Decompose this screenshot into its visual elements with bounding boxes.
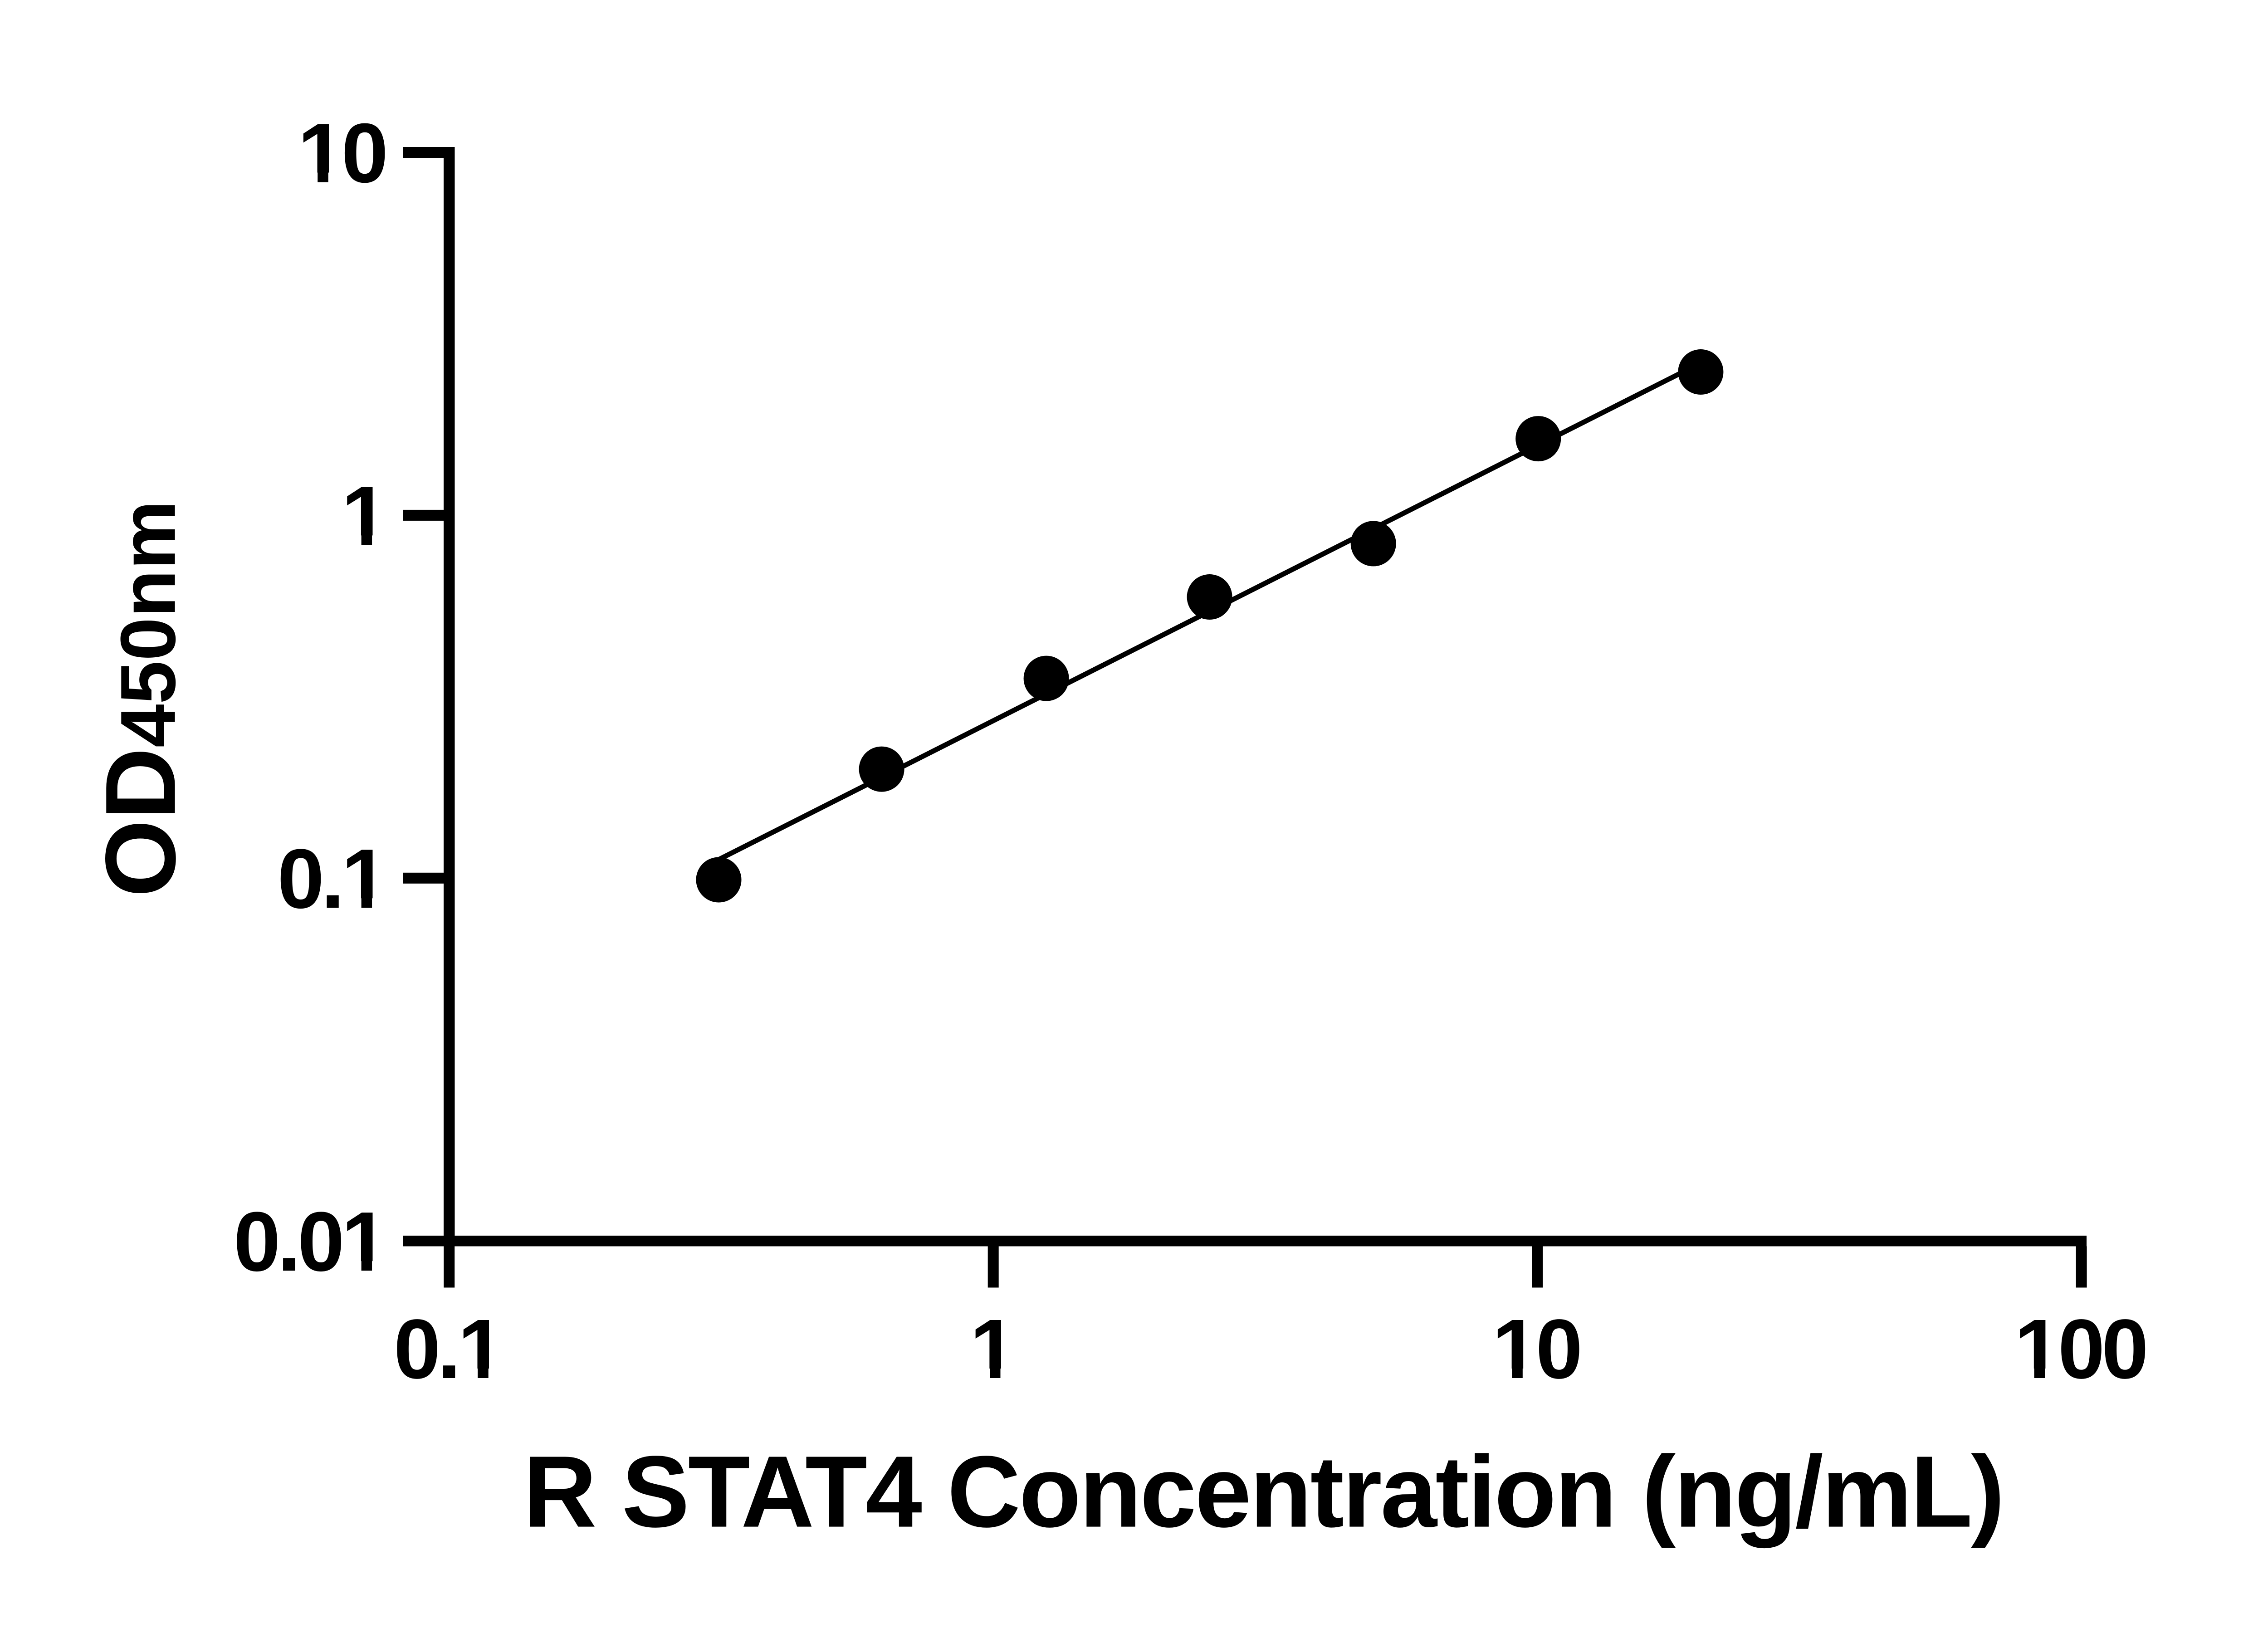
svg-text:R STAT4 Concentration (ng/mL): R STAT4 Concentration (ng/mL) xyxy=(523,1435,2003,1549)
svg-text:1: 1 xyxy=(342,469,386,563)
svg-text:10: 10 xyxy=(1492,1302,1579,1396)
svg-text:0.1: 0.1 xyxy=(277,832,386,926)
svg-text:10: 10 xyxy=(298,107,385,200)
svg-text:0.1: 0.1 xyxy=(394,1302,503,1396)
svg-text:1: 1 xyxy=(970,1302,1015,1396)
svg-text:100: 100 xyxy=(2014,1302,2145,1396)
svg-text:0.01: 0.01 xyxy=(234,1195,386,1289)
